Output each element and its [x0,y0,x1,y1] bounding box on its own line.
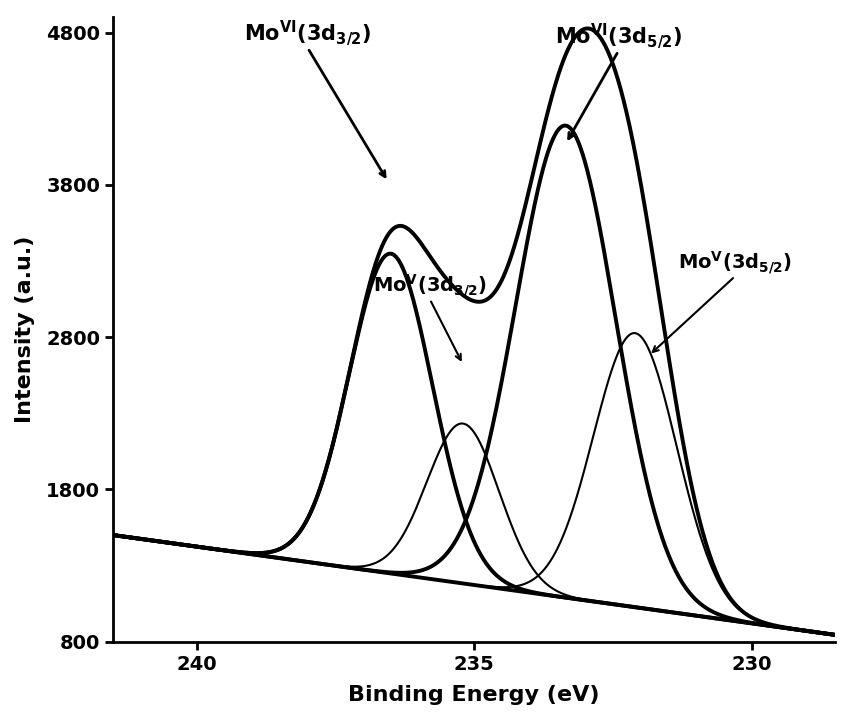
Text: Mo$^{\mathbf{VI}}$(3d$_{\mathbf{5/2}}$): Mo$^{\mathbf{VI}}$(3d$_{\mathbf{5/2}}$) [555,22,683,51]
Text: Mo$^{\mathbf{V}}$(3d$_{\mathbf{5/2}}$): Mo$^{\mathbf{V}}$(3d$_{\mathbf{5/2}}$) [678,249,792,276]
Text: Mo$^{\mathbf{V}}$(3d$_{\mathbf{3/2}}$): Mo$^{\mathbf{V}}$(3d$_{\mathbf{3/2}}$) [373,272,487,299]
X-axis label: Binding Energy (eV): Binding Energy (eV) [348,685,600,705]
Text: Mo$^{\mathbf{VI}}$(3d$_{\mathbf{3/2}}$): Mo$^{\mathbf{VI}}$(3d$_{\mathbf{3/2}}$) [244,19,371,48]
Y-axis label: Intensity (a.u.): Intensity (a.u.) [15,236,35,423]
